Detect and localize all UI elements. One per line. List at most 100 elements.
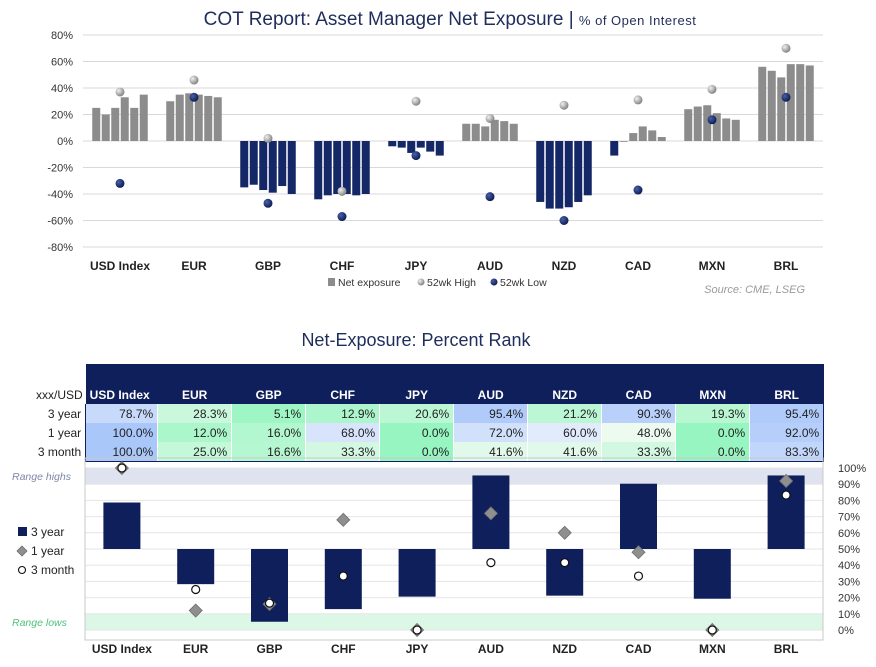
net-exposure-bar: [481, 126, 490, 141]
chart1-subtitle: % of Open Interest: [578, 13, 697, 28]
net-exposure-bar: [648, 130, 657, 141]
net-exposure-bar: [712, 113, 721, 141]
y-tick-label: 100%: [838, 463, 866, 475]
net-exposure-bar: [139, 94, 148, 141]
net-exposure-bar: [610, 141, 619, 156]
legend-high-label: 52wk High: [427, 277, 476, 289]
52wk-low-marker: [411, 151, 421, 161]
legend-1year-label: 1 year: [31, 544, 64, 558]
table-cell: 41.6%: [527, 442, 602, 462]
y-tick-label: 0%: [838, 625, 854, 637]
52wk-high-marker: [559, 100, 569, 110]
category-label: JPY: [405, 259, 428, 273]
table-row-label: 3 month: [37, 444, 82, 459]
net-exposure-bar: [388, 141, 397, 147]
52wk-high-marker: [263, 133, 273, 143]
52wk-low-marker: [485, 192, 495, 202]
net-exposure-bar: [786, 64, 795, 141]
table-column-header: JPY: [379, 364, 454, 404]
table-cell: 33.3%: [601, 442, 676, 462]
table-cell: 92.0%: [749, 423, 825, 442]
net-exposure-bar: [323, 141, 332, 196]
range-highs-label: Range highs: [12, 471, 72, 483]
legend-low-label: 52wk Low: [500, 277, 547, 289]
net-exposure-bar: [268, 141, 277, 193]
category-label: USD Index: [90, 259, 150, 273]
category-label: CHF: [331, 642, 356, 656]
52wk-low-marker: [707, 115, 717, 125]
net-exposure-bar: [767, 70, 776, 141]
table-column-header: USD Index: [85, 364, 158, 404]
net-exposure-bar: [555, 141, 564, 209]
percent-rank-chart: 100% 90% 80% 70% 60% 50% 40% 30% 20% 10% 0% Range h…: [12, 457, 866, 656]
net-exposure-bar: [509, 123, 518, 141]
3-month-marker: [633, 571, 644, 581]
net-exposure-bar: [583, 141, 592, 196]
3-year-bar: [398, 549, 436, 597]
net-exposure-bar: [805, 65, 814, 141]
y-tick-label: -40%: [47, 189, 73, 201]
net-exposure-bar: [278, 141, 287, 187]
net-exposure-bar: [397, 141, 406, 148]
net-exposure-bar: [722, 118, 731, 141]
table-cell: 0.0%: [379, 442, 454, 462]
net-exposure-bar: [416, 141, 425, 148]
legend-low-swatch: [490, 278, 498, 286]
52wk-low-marker: [263, 198, 273, 208]
3-month-marker: [117, 463, 127, 473]
y-tick-label: 20%: [51, 110, 73, 122]
52wk-low-marker: [633, 185, 643, 195]
net-exposure-bar: [213, 97, 222, 141]
net-exposure-bar: [564, 141, 573, 208]
net-exposure-bar: [204, 95, 213, 141]
y-tick-label: 90%: [838, 479, 860, 491]
net-exposure-bar: [361, 141, 370, 194]
net-exposure-bar: [333, 141, 342, 194]
y-tick-label: 70%: [838, 512, 860, 524]
3-month-marker: [191, 584, 201, 595]
table-column-header: MXN: [675, 364, 750, 404]
table-cell: 95.4%: [453, 404, 528, 423]
1-year-marker: [557, 525, 572, 540]
table-cell: 100.0%: [85, 442, 158, 462]
table-column-header: CHF: [305, 364, 380, 404]
legend-3month-label: 3 month: [31, 563, 74, 577]
net-exposure-bar: [426, 141, 435, 152]
y-tick-label: 40%: [51, 83, 73, 95]
table-column-header: BRL: [749, 364, 824, 404]
3-month-marker: [486, 558, 496, 568]
percent-rank-table: xxx/USD USD Index EUR GBP CHF JPY AUD NZD CAD MXN…: [32, 364, 825, 462]
table-cell: 12.9%: [305, 404, 380, 423]
table-cell: 95.4%: [749, 404, 825, 423]
net-exposure-bar: [629, 133, 638, 141]
category-label: MXN: [699, 259, 726, 273]
category-label: AUD: [477, 259, 503, 273]
52wk-high-marker: [485, 113, 495, 123]
y-tick-label: 50%: [838, 544, 860, 556]
legend-3month-swatch: [17, 565, 27, 575]
net-exposure-bar: [259, 141, 268, 191]
table-cell: 28.3%: [157, 404, 232, 423]
table-cell: 83.3%: [749, 442, 825, 462]
table-cell: 33.3%: [305, 442, 380, 462]
legend-3year-label: 3 year: [31, 525, 64, 539]
table-cell: 12.0%: [157, 423, 232, 442]
net-exposure-chart: 80% 60% 40% 20% 0% -20% -40% -60% -80% USD Index E…: [47, 30, 823, 289]
3-month-marker: [560, 558, 570, 568]
52wk-low-marker: [559, 216, 569, 225]
y-tick-label: 30%: [838, 576, 860, 588]
category-label: EUR: [183, 642, 209, 656]
net-exposure-bar: [249, 141, 258, 185]
table-cell: 16.6%: [231, 442, 306, 462]
table-row: 3 month 100.0% 25.0% 16.6% 33.3% 0.0% 41.6% 41.…: [32, 442, 825, 462]
net-exposure-bar: [703, 105, 712, 141]
table-cell: 0.0%: [675, 423, 750, 442]
net-exposure-bar: [342, 141, 351, 194]
net-exposure-bar: [693, 106, 702, 141]
y-tick-label: -20%: [47, 163, 73, 175]
table-cell: 16.0%: [231, 423, 306, 442]
52wk-low-marker: [189, 92, 199, 102]
legend-net-swatch: [328, 278, 335, 286]
52wk-high-marker: [115, 87, 125, 97]
net-exposure-bar: [684, 109, 693, 141]
